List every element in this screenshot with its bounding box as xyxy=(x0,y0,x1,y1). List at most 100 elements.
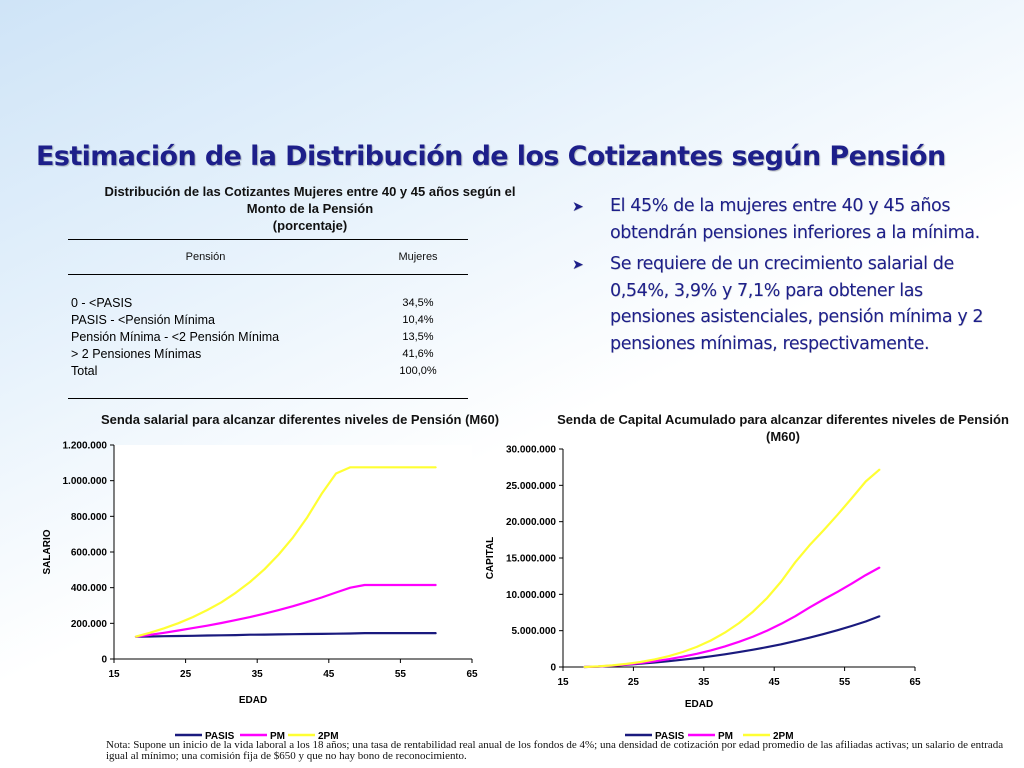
data-point-pasis xyxy=(836,629,839,631)
data-point-pasis xyxy=(682,659,684,661)
data-point-pasis xyxy=(668,660,670,662)
data-point-pm xyxy=(653,660,656,662)
data-point-pasis xyxy=(724,653,726,655)
series-line-2pm xyxy=(135,466,437,638)
y-tick-label: 600.000 xyxy=(71,548,108,559)
legend-label: PM xyxy=(718,731,733,742)
x-tick-label: 55 xyxy=(395,669,407,680)
series-line-2pm xyxy=(584,468,881,669)
x-tick-label: 45 xyxy=(323,669,335,680)
data-point-pm xyxy=(865,574,867,576)
page-title: Estimación de la Distribución de los Cot… xyxy=(36,141,946,172)
data-point-2pm xyxy=(611,664,613,667)
data-point-pm xyxy=(392,584,394,586)
data-point-pasis xyxy=(249,634,251,636)
data-point-pm xyxy=(766,629,768,632)
arrow-bullet-icon: ➤ xyxy=(572,257,584,273)
data-point-pm xyxy=(836,591,839,593)
legend-label: PASIS xyxy=(655,731,685,742)
data-point-pm xyxy=(738,641,740,643)
data-point-pm xyxy=(278,609,280,611)
row-value: 100,0% xyxy=(399,365,437,377)
data-point-pm xyxy=(364,584,366,586)
row-value: 41,6% xyxy=(402,348,434,360)
x-tick-label: 35 xyxy=(698,677,710,688)
data-point-pasis xyxy=(738,651,740,653)
table-title-line-1: Distribución de las Cotizantes Mujeres e… xyxy=(104,184,516,199)
arrow-bullet-icon: ➤ xyxy=(572,199,584,215)
chart-0-group: 0 200.000 400.000 600.000 800.000 1.000.000 1.… xyxy=(42,441,478,743)
series-line-pasis xyxy=(135,631,437,638)
data-point-2pm xyxy=(163,627,165,629)
data-point-2pm xyxy=(177,622,180,624)
data-point-2pm xyxy=(378,466,380,468)
x-tick-label: 25 xyxy=(628,677,640,688)
capital-chart-title: Senda de Capital Acumulado para alcanzar… xyxy=(557,412,1009,444)
data-point-pasis xyxy=(335,633,337,635)
row-label: PASIS - <Pensión Mínima xyxy=(71,313,215,327)
table-title-line-2: Monto de la Pensión xyxy=(246,201,374,216)
data-point-2pm xyxy=(865,480,867,483)
salary-chart-title: Senda salarial para alcanzar diferentes … xyxy=(100,412,500,427)
y-tick-label: 10.000.000 xyxy=(506,590,556,601)
legend-label: 2PM xyxy=(773,731,794,742)
data-point-2pm xyxy=(321,493,323,495)
data-point-2pm xyxy=(851,497,853,500)
data-point-2pm xyxy=(134,636,137,638)
data-point-pasis xyxy=(177,635,180,637)
data-point-pasis xyxy=(865,620,867,623)
x-tick-label: 55 xyxy=(839,677,851,688)
row-label: > 2 Pensiones Mínimas xyxy=(71,347,202,361)
data-point-2pm xyxy=(220,601,222,603)
data-point-2pm xyxy=(780,580,782,583)
data-point-2pm xyxy=(668,655,670,657)
table-row: > 2 Pensiones Mínimas 41,6% xyxy=(68,347,468,364)
data-point-2pm xyxy=(879,468,881,470)
data-point-2pm xyxy=(406,466,409,468)
y-tick-label: 20.000.000 xyxy=(506,517,556,528)
data-point-pm xyxy=(668,658,670,660)
y-tick-label: 25.000.000 xyxy=(506,481,556,492)
data-point-pm xyxy=(306,601,308,603)
table-title: Distribución de las Cotizantes Mujeres e… xyxy=(40,183,580,234)
data-point-pasis xyxy=(851,625,853,627)
table-row: 0 - <PASIS 34,5% xyxy=(68,296,468,313)
x-tick-label: 65 xyxy=(466,669,478,680)
data-point-2pm xyxy=(192,616,194,618)
table-row: PASIS - <Pensión Mínima 10,4% xyxy=(68,313,468,330)
x-tick-label: 45 xyxy=(769,677,781,688)
y-tick-label: 400.000 xyxy=(71,583,108,594)
data-point-pasis xyxy=(263,633,265,636)
data-point-pasis xyxy=(321,633,323,635)
data-point-pm xyxy=(752,635,754,638)
row-value: 34,5% xyxy=(402,297,434,309)
data-point-pm xyxy=(378,584,380,586)
legend-label: PM xyxy=(270,731,285,742)
data-point-2pm xyxy=(235,592,237,594)
data-point-2pm xyxy=(625,663,627,665)
data-point-2pm xyxy=(597,665,599,668)
data-point-pm xyxy=(177,629,180,632)
x-axis-label: EDAD xyxy=(685,699,713,710)
data-point-pm xyxy=(696,653,698,655)
data-point-2pm xyxy=(696,646,698,648)
data-point-2pm xyxy=(822,529,825,531)
y-tick-label: 1.200.000 xyxy=(63,441,108,452)
data-point-2pm xyxy=(738,622,740,624)
data-point-2pm xyxy=(421,466,423,468)
legend-label: PASIS xyxy=(205,731,235,742)
x-axis-label: EDAD xyxy=(239,695,267,706)
y-tick-label: 200.000 xyxy=(71,619,108,630)
data-point-2pm xyxy=(278,553,280,556)
data-point-pasis xyxy=(378,632,380,634)
pension-distribution-table: Pensión Mujeres 0 - <PASIS 34,5% PASIS -… xyxy=(68,239,468,399)
data-point-2pm xyxy=(349,466,351,468)
data-point-pm xyxy=(335,591,337,594)
data-point-pasis xyxy=(822,633,825,635)
row-label: Total xyxy=(71,364,98,378)
row-value: 10,4% xyxy=(402,314,434,326)
footnote: Nota: Supone un inicio de la vida labora… xyxy=(106,739,1004,762)
bullet-item: ➤ El 45% de la mujeres entre 40 y 45 año… xyxy=(570,193,990,246)
data-point-pm xyxy=(406,584,409,586)
data-point-pasis xyxy=(766,646,768,648)
